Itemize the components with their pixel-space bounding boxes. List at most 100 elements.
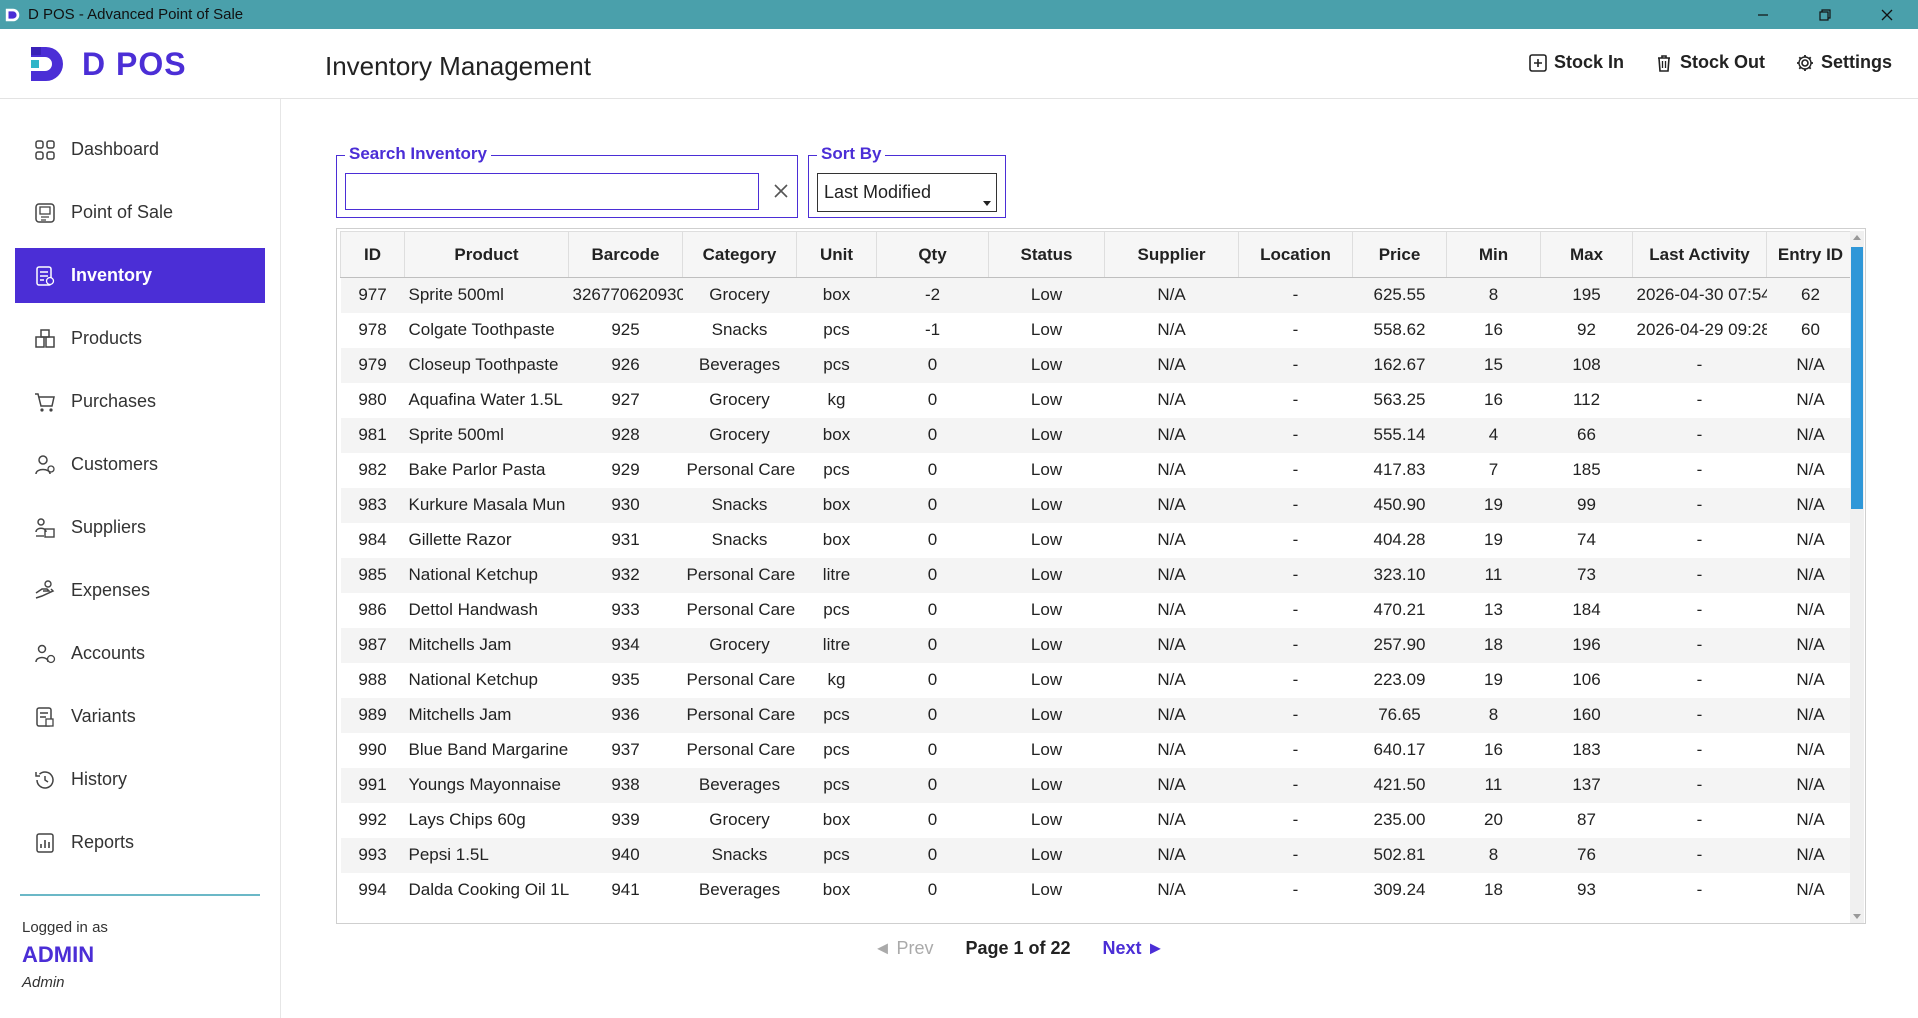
table-row[interactable]: 986 Dettol Handwash 933 Personal Care pcs 0 Lo… — [340, 592, 1855, 628]
search-input[interactable] — [345, 173, 759, 210]
cell-entry-id: 60 — [1766, 312, 1855, 348]
cell-max: 106 — [1540, 662, 1633, 698]
table-row[interactable]: 987 Mitchells Jam 934 Grocery litre 0 Low N/A -2… — [340, 627, 1855, 663]
sort-by-select[interactable]: Last Modified — [817, 173, 997, 212]
prev-page-button[interactable]: ◄ Prev — [873, 938, 934, 958]
cell-qty: 0 — [876, 592, 989, 628]
cell-id: 988 — [340, 662, 405, 698]
sidebar-item-reports[interactable]: Reports — [15, 815, 265, 870]
minimize-button[interactable] — [1732, 0, 1794, 29]
next-page-button[interactable]: Next ► — [1102, 938, 1165, 958]
table-row[interactable]: 982 Bake Parlor Pasta 929 Personal Care pcs 0… — [340, 452, 1855, 488]
sidebar-item-purchases[interactable]: Purchases — [15, 374, 265, 429]
sidebar-item-variants[interactable]: Variants — [15, 689, 265, 744]
cell-id: 985 — [340, 557, 405, 593]
table-row[interactable]: 983 Kurkure Masala Mun 930 Snacks box 0 Low N/A… — [340, 487, 1855, 523]
table-row[interactable]: 979 Closeup Toothpaste 926 Beverages pcs 0 Low… — [340, 347, 1855, 383]
cell-category: Snacks — [682, 312, 797, 348]
cell-status: Low — [988, 697, 1105, 733]
cell-location: - — [1238, 382, 1353, 418]
table-row[interactable]: 990 Blue Band Margarine 937 Personal Care pc… — [340, 732, 1855, 768]
cell-barcode: 941 — [568, 872, 683, 908]
table-row[interactable]: 994 Dalda Cooking Oil 1L 941 Beverages box 0 L… — [340, 872, 1855, 908]
clear-search-button[interactable] — [768, 178, 794, 204]
header-divider — [0, 98, 1918, 99]
settings-button[interactable]: Settings — [1795, 52, 1892, 73]
cell-last-activity: - — [1632, 627, 1767, 663]
minimize-icon — [1758, 13, 1768, 16]
cell-category: Personal Care — [682, 732, 797, 768]
sidebar-item-dashboard[interactable]: Dashboard — [15, 122, 265, 177]
sidebar-item-expenses[interactable]: Expenses — [15, 563, 265, 618]
cell-min: 11 — [1446, 767, 1541, 803]
sidebar-item-history[interactable]: History — [15, 752, 265, 807]
cell-price: 558.62 — [1352, 312, 1447, 348]
sidebar-item-label: Suppliers — [71, 517, 147, 537]
table-row[interactable]: 991 Youngs Mayonnaise 938 Beverages pcs 0 Low N… — [340, 767, 1855, 803]
suppliers-icon — [35, 517, 55, 538]
scroll-up-icon[interactable] — [1853, 235, 1861, 240]
cell-qty: 0 — [876, 662, 989, 698]
sidebar-item-products[interactable]: Products — [15, 311, 265, 366]
column-header-product[interactable]: Product — [404, 231, 569, 278]
column-header-status[interactable]: Status — [988, 231, 1105, 278]
table-row[interactable]: 984 Gillette Razor 931 Snacks box 0 Low N/A -404… — [340, 522, 1855, 558]
table-row[interactable]: 989 Mitchells Jam 936 Personal Care pcs 0 Low N… — [340, 697, 1855, 733]
cell-supplier: N/A — [1104, 837, 1239, 873]
table-row[interactable]: 992 Lays Chips 60g 939 Grocery box 0 Low N/A -23… — [340, 802, 1855, 838]
cell-last-activity: - — [1632, 662, 1767, 698]
table-row[interactable]: 988 National Ketchup 935 Personal Care kg 0 Lo… — [340, 662, 1855, 698]
cell-supplier: N/A — [1104, 627, 1239, 663]
cell-max: 73 — [1540, 557, 1633, 593]
table-scrollbar[interactable] — [1850, 231, 1864, 923]
cell-max: 99 — [1540, 487, 1633, 523]
column-header-category[interactable]: Category — [682, 231, 797, 278]
column-header-barcode[interactable]: Barcode — [568, 231, 683, 278]
cell-barcode: 937 — [568, 732, 683, 768]
close-window-button[interactable] — [1856, 0, 1918, 29]
sidebar-item-accounts[interactable]: Accounts — [15, 626, 265, 681]
table-row[interactable]: 977 Sprite 500ml 326770620930 Grocery box -2 L… — [340, 277, 1855, 313]
table-row[interactable]: 981 Sprite 500ml 928 Grocery box 0 Low N/A -555.… — [340, 417, 1855, 453]
cell-price: 502.81 — [1352, 837, 1447, 873]
table-row[interactable]: 985 National Ketchup 932 Personal Care litre… — [340, 557, 1855, 593]
cell-unit: pcs — [796, 767, 877, 803]
column-header-unit[interactable]: Unit — [796, 231, 877, 278]
cell-supplier: N/A — [1104, 277, 1239, 313]
cell-id: 981 — [340, 417, 405, 453]
cell-qty: 0 — [876, 627, 989, 663]
column-header-location[interactable]: Location — [1238, 231, 1353, 278]
column-header-last-activity[interactable]: Last Activity — [1632, 231, 1767, 278]
cell-status: Low — [988, 382, 1105, 418]
restore-button[interactable] — [1794, 0, 1856, 29]
scroll-down-icon[interactable] — [1853, 914, 1861, 919]
cell-qty: 0 — [876, 872, 989, 908]
column-header-qty[interactable]: Qty — [876, 231, 989, 278]
cell-location: - — [1238, 837, 1353, 873]
cell-min: 16 — [1446, 382, 1541, 418]
column-header-id[interactable]: ID — [340, 231, 405, 278]
table-row[interactable]: 993 Pepsi 1.5L 940 Snacks pcs 0 Low N/A -502.81 8… — [340, 837, 1855, 873]
sidebar-item-inventory[interactable]: Inventory — [15, 248, 265, 303]
column-header-entry-id[interactable]: Entry ID — [1766, 231, 1855, 278]
cell-id: 983 — [340, 487, 405, 523]
window-title: D POS - Advanced Point of Sale — [28, 6, 244, 23]
cell-min: 8 — [1446, 837, 1541, 873]
column-header-max[interactable]: Max — [1540, 231, 1633, 278]
sidebar-item-suppliers[interactable]: Suppliers — [15, 500, 265, 555]
table-row[interactable]: 978 Colgate Toothpaste 925 Snacks pcs -1 Low N/… — [340, 312, 1855, 348]
cell-product: Sprite 500ml — [404, 277, 569, 313]
cell-barcode: 940 — [568, 837, 683, 873]
scrollbar-thumb[interactable] — [1851, 247, 1863, 509]
column-header-supplier[interactable]: Supplier — [1104, 231, 1239, 278]
sidebar-item-customers[interactable]: Customers — [15, 437, 265, 492]
column-header-price[interactable]: Price — [1352, 231, 1447, 278]
cell-price: 257.90 — [1352, 627, 1447, 663]
sidebar-item-point-of-sale[interactable]: Point of Sale — [15, 185, 265, 240]
stock-in-button[interactable]: Stock In — [1528, 52, 1624, 73]
cell-last-activity: - — [1632, 557, 1767, 593]
stock-out-button[interactable]: Stock Out — [1654, 52, 1765, 73]
column-header-min[interactable]: Min — [1446, 231, 1541, 278]
cell-status: Low — [988, 732, 1105, 768]
table-row[interactable]: 980 Aquafina Water 1.5L 927 Grocery kg 0 Low N/… — [340, 382, 1855, 418]
